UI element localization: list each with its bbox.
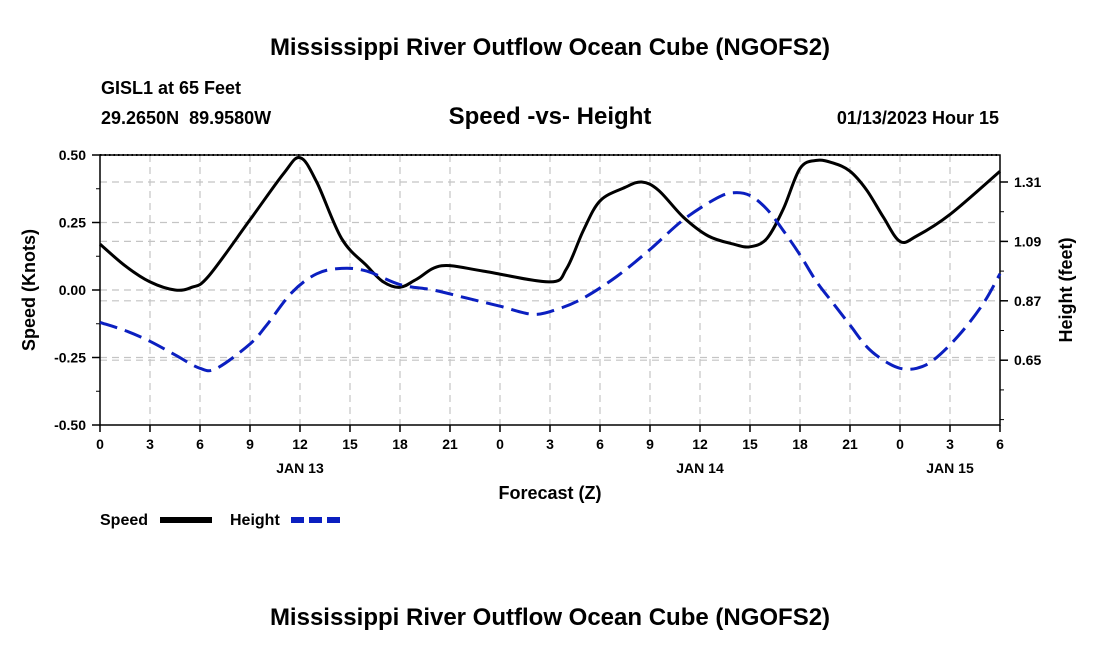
left-tick-label: -0.50	[54, 417, 86, 433]
x-tick-label: 21	[442, 436, 458, 452]
legend: Speed Height	[100, 512, 343, 529]
right-tick-label: 1.31	[1014, 174, 1041, 190]
left-axis: -0.50 -0.25 0.00 0.25 0.50	[54, 147, 100, 433]
station-label: GISL1 at 65 Feet	[101, 78, 241, 98]
left-tick-label: -0.25	[54, 350, 86, 366]
x-axis-title: Forecast (Z)	[498, 483, 601, 503]
left-tick-label: 0.25	[59, 215, 86, 231]
x-tick-label: 9	[646, 436, 654, 452]
x-tick-label: 9	[246, 436, 254, 452]
series-layer	[99, 156, 1002, 373]
x-tick-label: 21	[842, 436, 858, 452]
legend-label-speed: Speed	[100, 512, 148, 529]
x-tick-label: 6	[196, 436, 204, 452]
right-tick-label: 0.87	[1014, 293, 1041, 309]
right-tick-label: 0.65	[1014, 352, 1041, 368]
legend-label-height: Height	[230, 512, 280, 529]
date-label: JAN 13	[276, 460, 324, 476]
series-line-speed	[99, 156, 1001, 292]
x-tick-label: 6	[596, 436, 604, 452]
x-tick-label: 0	[96, 436, 104, 452]
x-tick-label: 0	[896, 436, 904, 452]
x-tick-label: 18	[792, 436, 808, 452]
right-tick-label: 1.09	[1014, 233, 1041, 249]
x-tick-label: 3	[946, 436, 954, 452]
x-tick-label: 6	[996, 436, 1004, 452]
chart-subtitle: Speed -vs- Height	[449, 103, 652, 130]
date-label: JAN 14	[676, 460, 724, 476]
x-tick-label: 3	[146, 436, 154, 452]
left-axis-title: Speed (Knots)	[19, 229, 39, 351]
right-axis-title: Height (feet)	[1056, 238, 1076, 343]
x-tick-label: 12	[692, 436, 708, 452]
x-tick-label: 18	[392, 436, 408, 452]
x-tick-label: 15	[742, 436, 758, 452]
grid-lines	[100, 155, 1000, 425]
coordinates-label: 29.2650N 89.9580W	[101, 108, 271, 128]
series-line-height	[99, 191, 1002, 373]
left-tick-label: 0.00	[59, 282, 86, 298]
x-tick-label: 0	[496, 436, 504, 452]
x-axis: 0 3 6 9 12 15 18 21 0 3 6 9 12 15 18 21 0 3 6	[96, 425, 1004, 452]
date-labels: JAN 13 JAN 14 JAN 15	[276, 460, 974, 476]
x-tick-label: 3	[546, 436, 554, 452]
right-axis: 0.65 0.87 1.09 1.31	[1000, 174, 1041, 421]
left-tick-label: 0.50	[59, 147, 86, 163]
x-tick-label: 12	[292, 436, 308, 452]
date-label: JAN 15	[926, 460, 974, 476]
footer-title: Mississippi River Outflow Ocean Cube (NG…	[270, 604, 830, 631]
chart-title: Mississippi River Outflow Ocean Cube (NG…	[270, 34, 830, 61]
x-tick-label: 15	[342, 436, 358, 452]
timestamp-label: 01/13/2023 Hour 15	[837, 108, 999, 128]
